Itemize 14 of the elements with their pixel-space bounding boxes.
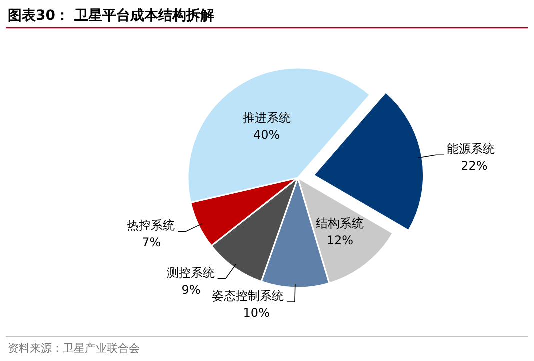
slice-label: 能源系统 (447, 142, 496, 156)
data-label: 7% (142, 236, 162, 250)
slice-label: 测控系统 (166, 266, 215, 280)
data-label: 9% (182, 282, 201, 297)
data-label: 12% (326, 234, 354, 248)
chart-title: 图表30： 卫星平台成本结构拆解 (8, 8, 214, 24)
slice-label: 姿态控制系统 (212, 288, 284, 303)
slice-label: 热控系统 (127, 218, 176, 233)
text: 资料来源：卫星产业联合会 (8, 342, 140, 355)
data-label: 10% (243, 306, 270, 320)
data-label: 40% (254, 128, 280, 142)
data-label: 22% (461, 159, 488, 174)
slice-label: 推进系统 (242, 111, 291, 126)
slice-label: 结构系统 (316, 216, 364, 231)
